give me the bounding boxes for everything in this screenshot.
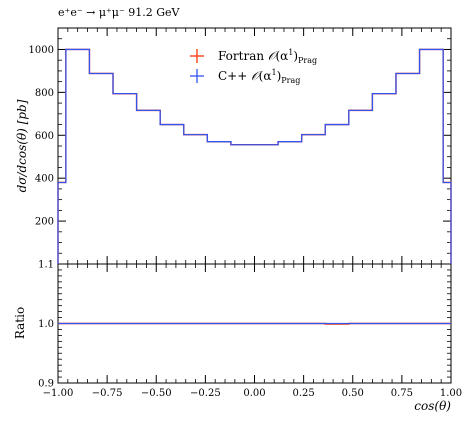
main-y-tick-labels: 200 400 600 800 1000 — [29, 45, 54, 228]
legend-marker-fortran — [190, 49, 204, 63]
main-plot-frame — [57, 27, 452, 265]
x-tick-label: 0.75 — [391, 388, 413, 399]
x-ticks — [57, 28, 452, 383]
x-axis-title: cos(θ) — [414, 399, 451, 413]
main-series-cpp — [57, 48, 452, 264]
x-tick-label: 1.00 — [440, 388, 462, 399]
x-tick-label: −1.00 — [43, 388, 74, 399]
ratio-y-ticks — [58, 263, 451, 384]
ratio-y-axis-title: Ratio — [13, 307, 27, 339]
ratio-y-tick-label: 0.9 — [38, 379, 54, 390]
legend-label-cpp: C++ 𝒪(α1)Prag — [218, 68, 300, 85]
main-y-tick-label: 800 — [35, 88, 54, 99]
ratio-series-group — [58, 322, 451, 325]
x-tick-label: −0.75 — [92, 388, 123, 399]
x-tick-label: 0.00 — [243, 388, 265, 399]
main-y-tick-label: 200 — [35, 217, 54, 228]
x-tick-label: 0.25 — [292, 388, 314, 399]
x-tick-label: −0.25 — [190, 388, 221, 399]
main-y-tick-label: 600 — [35, 131, 54, 142]
ratio-y-tick-labels: 0.9 1.0 1.1 — [38, 260, 54, 390]
main-y-ticks — [58, 27, 451, 254]
ratio-y-tick-label: 1.0 — [38, 319, 54, 330]
legend-marker-cpp — [190, 69, 204, 83]
main-y-tick-label: 1000 — [29, 45, 54, 56]
legend: Fortran 𝒪(α1)Prag C++ 𝒪(α1)Prag — [190, 48, 317, 85]
main-y-tick-label: 400 — [35, 174, 54, 185]
x-tick-label: 0.50 — [342, 388, 364, 399]
legend-label-fortran: Fortran 𝒪(α1)Prag — [218, 48, 317, 65]
main-y-axis-title: dσ/dcos(θ) [pb] — [15, 99, 29, 192]
main-series-group — [57, 48, 452, 264]
x-tick-label: −0.50 — [141, 388, 172, 399]
chart-title: e⁺e⁻ → μ⁺μ⁻ 91.2 GeV — [58, 6, 181, 19]
x-tick-labels: −1.00 −0.75 −0.50 −0.25 0.00 0.25 0.50 0.75 1.00 — [43, 388, 462, 399]
ratio-y-tick-label: 1.1 — [38, 260, 54, 271]
